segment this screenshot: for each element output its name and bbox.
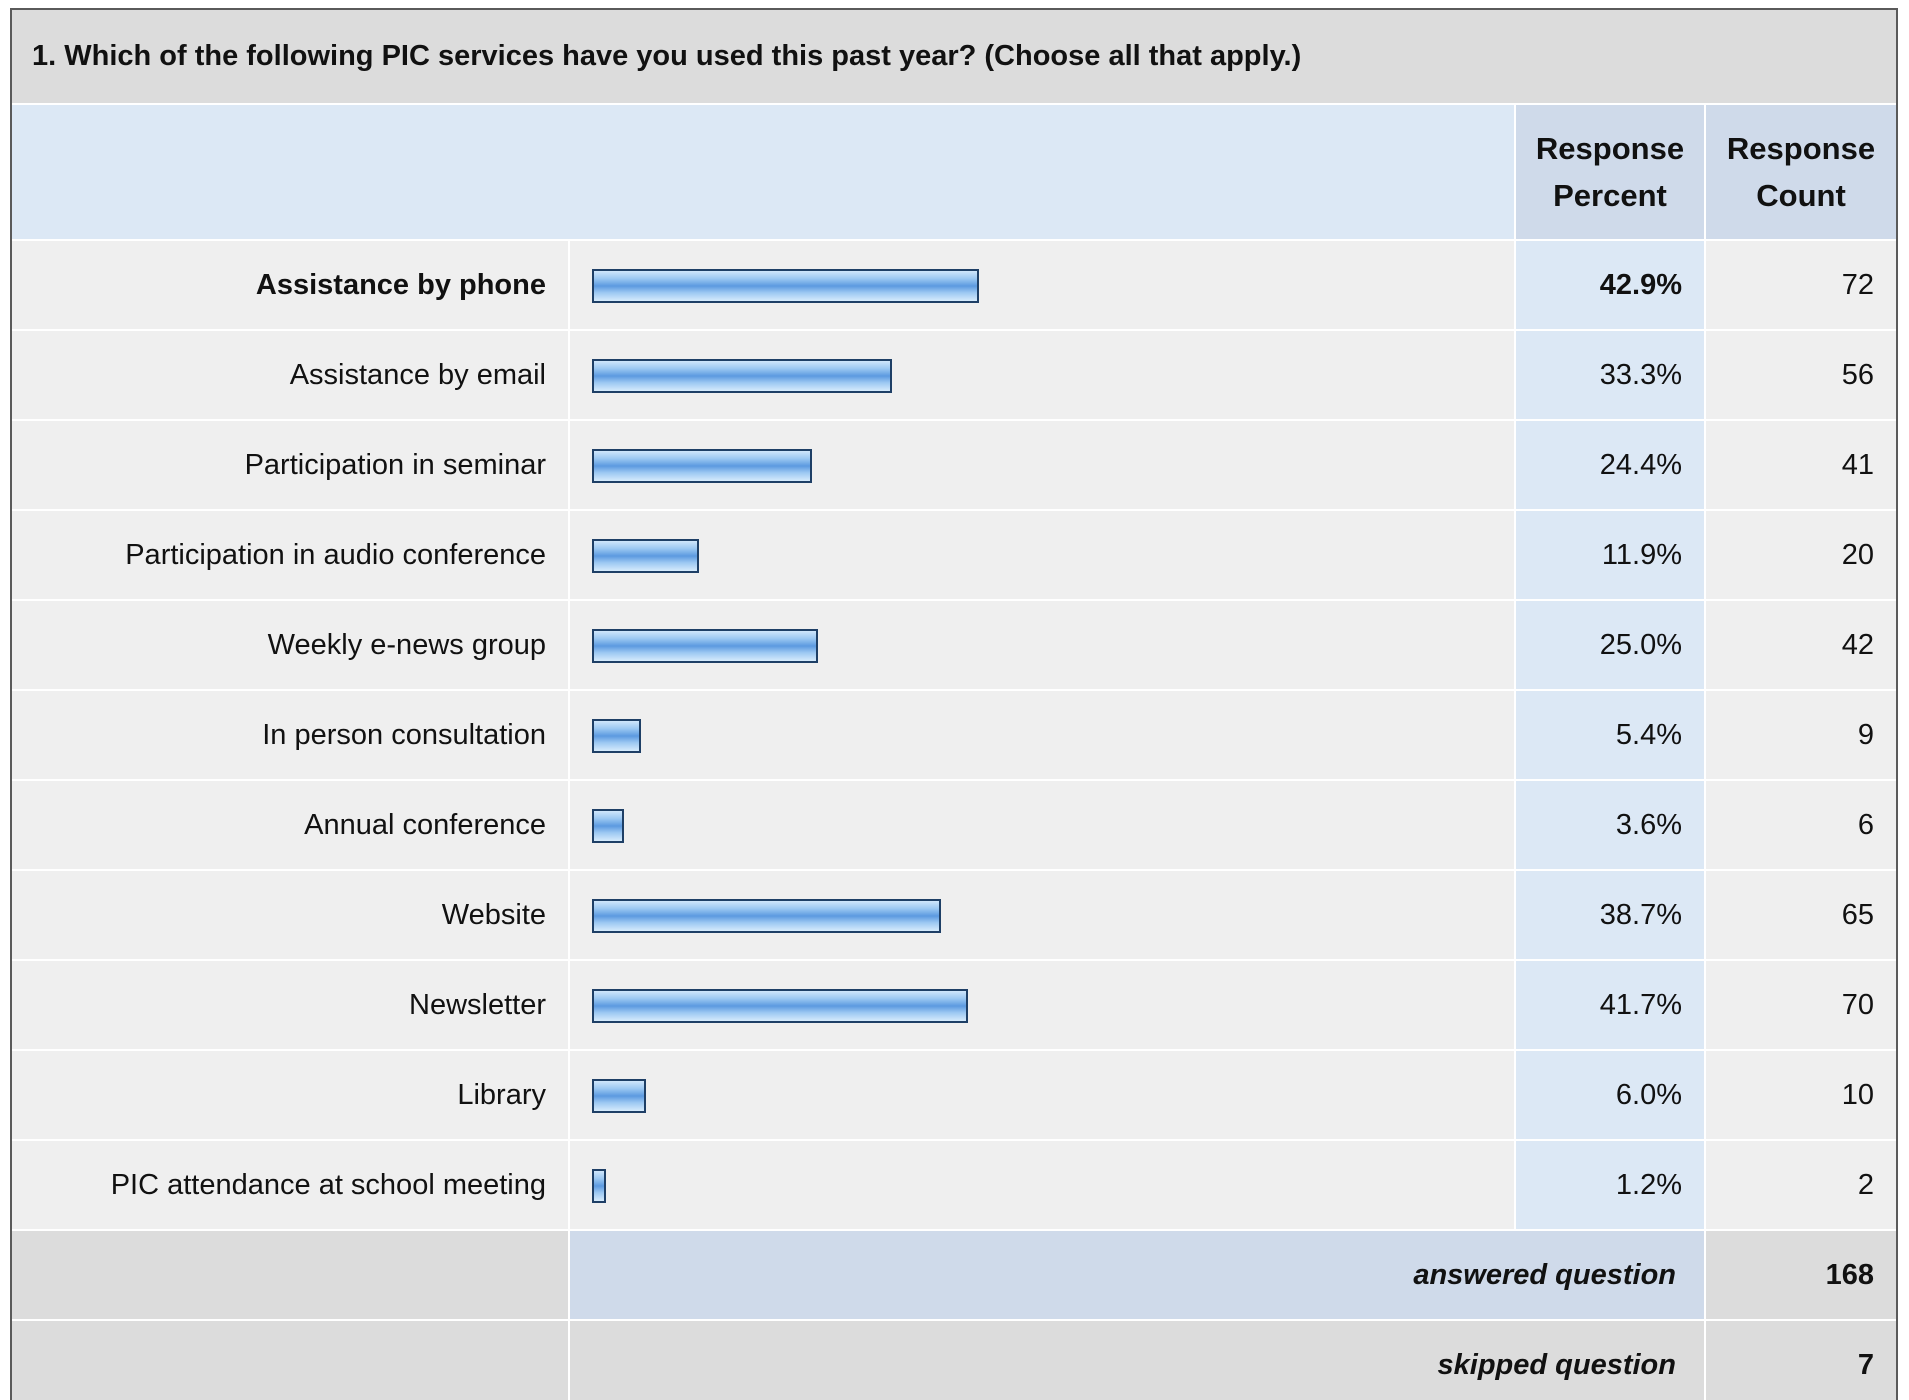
bar xyxy=(592,359,892,393)
row-label: Library xyxy=(12,1049,570,1140)
bar-cell xyxy=(569,869,1515,960)
response-count: 72 xyxy=(1703,239,1896,330)
table-row: Assistance by email 33.3% 56 xyxy=(12,329,1896,420)
bar xyxy=(592,989,968,1023)
response-count-header-line2: Count xyxy=(1756,178,1846,213)
table-row: Website 38.7% 65 xyxy=(12,869,1896,960)
response-percent: 3.6% xyxy=(1514,779,1705,870)
response-count: 56 xyxy=(1703,329,1896,420)
bar xyxy=(592,539,699,573)
table-row: PIC attendance at school meeting 1.2% 2 xyxy=(12,1139,1896,1230)
row-label: Newsletter xyxy=(12,959,570,1050)
table-row: Newsletter 41.7% 70 xyxy=(12,959,1896,1050)
bar xyxy=(592,1079,646,1113)
row-label: Assistance by email xyxy=(12,329,570,420)
response-percent: 41.7% xyxy=(1514,959,1705,1050)
row-label: PIC attendance at school meeting xyxy=(12,1139,570,1230)
row-label: In person consultation xyxy=(12,689,570,780)
skipped-question-label: skipped question xyxy=(568,1319,1705,1400)
bar-cell xyxy=(569,329,1515,420)
table-row: Weekly e-news group 25.0% 42 xyxy=(12,599,1896,690)
bar xyxy=(592,449,812,483)
table-row: Participation in seminar 24.4% 41 xyxy=(12,419,1896,510)
response-percent-header-line1: Response xyxy=(1535,131,1685,166)
survey-results-table: 1. Which of the following PIC services h… xyxy=(12,10,1896,1400)
bar-cell xyxy=(569,959,1515,1050)
bar-cell xyxy=(569,419,1515,510)
response-count-header-line1: Response xyxy=(1726,131,1876,166)
skipped-question-count: 7 xyxy=(1703,1319,1896,1400)
response-percent: 42.9% xyxy=(1514,239,1705,330)
bar-cell xyxy=(569,599,1515,690)
answered-question-count: 168 xyxy=(1703,1229,1896,1320)
bar xyxy=(592,899,941,933)
header-row: Response Percent Response Count xyxy=(12,104,1896,240)
row-label: Participation in audio conference xyxy=(12,509,570,600)
response-count: 65 xyxy=(1703,869,1896,960)
row-label: Assistance by phone xyxy=(12,239,570,330)
response-percent: 5.4% xyxy=(1514,689,1705,780)
bar-cell xyxy=(569,239,1515,330)
bar xyxy=(592,719,641,753)
response-percent-header-line2: Percent xyxy=(1553,178,1667,213)
response-count: 9 xyxy=(1703,689,1896,780)
footer-blank xyxy=(12,1319,569,1400)
bar xyxy=(592,269,979,303)
response-percent: 38.7% xyxy=(1514,869,1705,960)
table-row: Participation in audio conference 11.9% 20 xyxy=(12,509,1896,600)
bar xyxy=(592,809,624,843)
bar-cell xyxy=(569,1139,1515,1230)
response-count: 70 xyxy=(1703,959,1896,1050)
response-count: 41 xyxy=(1703,419,1896,510)
response-count: 20 xyxy=(1703,509,1896,600)
response-percent-header: Response Percent xyxy=(1514,104,1705,240)
answered-question-label: answered question xyxy=(568,1229,1705,1320)
bar-cell xyxy=(569,1049,1515,1140)
bar xyxy=(592,1169,606,1203)
bar-cell xyxy=(569,779,1515,870)
response-percent: 24.4% xyxy=(1514,419,1705,510)
table-row: Library 6.0% 10 xyxy=(12,1049,1896,1140)
response-percent: 1.2% xyxy=(1514,1139,1705,1230)
bar-cell xyxy=(569,509,1515,600)
response-count: 42 xyxy=(1703,599,1896,690)
footer-blank xyxy=(12,1229,569,1320)
question-row: 1. Which of the following PIC services h… xyxy=(12,10,1896,105)
response-count: 6 xyxy=(1703,779,1896,870)
table-row: In person consultation 5.4% 9 xyxy=(12,689,1896,780)
survey-results-frame: 1. Which of the following PIC services h… xyxy=(10,8,1898,1400)
row-label: Website xyxy=(12,869,570,960)
response-percent: 6.0% xyxy=(1514,1049,1705,1140)
response-count: 10 xyxy=(1703,1049,1896,1140)
response-percent: 11.9% xyxy=(1514,509,1705,600)
answered-question-row: answered question 168 xyxy=(12,1229,1896,1320)
row-label: Annual conference xyxy=(12,779,570,870)
table-row: Assistance by phone 42.9% 72 xyxy=(12,239,1896,330)
response-count-header: Response Count xyxy=(1703,104,1896,240)
row-label: Weekly e-news group xyxy=(12,599,570,690)
response-percent: 25.0% xyxy=(1514,599,1705,690)
row-label: Participation in seminar xyxy=(12,419,570,510)
table-row: Annual conference 3.6% 6 xyxy=(12,779,1896,870)
skipped-question-row: skipped question 7 xyxy=(12,1319,1896,1400)
bar xyxy=(592,629,818,663)
question-title: 1. Which of the following PIC services h… xyxy=(12,10,1896,105)
response-count: 2 xyxy=(1703,1139,1896,1230)
bar-cell xyxy=(569,689,1515,780)
header-blank xyxy=(12,104,1515,240)
response-percent: 33.3% xyxy=(1514,329,1705,420)
